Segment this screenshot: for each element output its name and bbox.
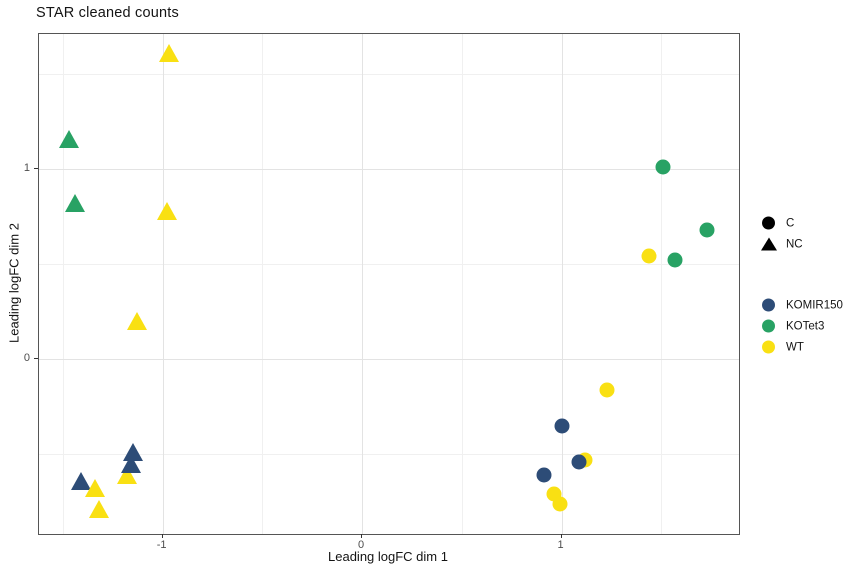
gridline-minor-v — [62, 34, 64, 534]
x-tick-label: 1 — [557, 539, 564, 551]
data-point-kotet3 — [667, 252, 683, 268]
legend-label: KOMIR150 — [786, 299, 843, 311]
legend-symbol-box — [760, 339, 777, 356]
legend-triangle-icon — [760, 237, 777, 251]
y-tick-label: 1 — [23, 161, 30, 174]
color-legend: KOMIR150 KOTet3 WT — [760, 295, 843, 358]
legend-item-nc: NC — [760, 234, 843, 255]
data-point-wt — [552, 496, 567, 512]
data-point-wt — [84, 479, 105, 498]
legend: C NC KOMIR150 KOTet3 WT — [760, 213, 843, 358]
gridline-minor-h — [39, 454, 739, 456]
x-tick — [161, 534, 163, 538]
gridline-major-v — [162, 34, 164, 534]
x-tick — [361, 534, 363, 538]
legend-symbol-box — [760, 318, 777, 335]
data-point-wt — [88, 500, 109, 519]
gridline-major-v — [561, 34, 563, 534]
gridline-minor-v — [262, 34, 264, 534]
gridline-minor-v — [661, 34, 663, 534]
legend-label: C — [786, 217, 795, 229]
legend-symbol-box — [760, 236, 777, 253]
legend-item-wt: WT — [760, 337, 843, 358]
gridline-minor-v — [461, 34, 463, 534]
data-point-kotet3 — [655, 159, 671, 175]
chart-title: STAR cleaned counts — [36, 5, 179, 21]
gridline-minor-h — [39, 73, 739, 75]
shape-legend: C NC — [760, 213, 843, 255]
x-tick-label: -1 — [156, 539, 167, 551]
gridline-major-v — [362, 34, 364, 534]
x-axis-title: Leading logFC dim 1 — [328, 549, 448, 564]
data-point-komir150 — [554, 418, 569, 434]
y-tick-label: 0 — [23, 352, 30, 365]
data-point-kotet3 — [699, 222, 715, 238]
gridline-minor-h — [39, 264, 739, 266]
y-tick — [34, 358, 38, 360]
data-point-wt — [126, 312, 147, 331]
data-point-kotet3 — [58, 129, 79, 148]
plot-panel — [38, 33, 740, 535]
legend-color-swatch — [762, 319, 775, 333]
legend-label: KOTet3 — [786, 320, 825, 332]
y-tick — [34, 167, 38, 169]
y-axis-title: Leading logFC dim 2 — [6, 223, 22, 343]
x-tick-label: 0 — [358, 539, 365, 551]
legend-symbol-box — [760, 215, 777, 232]
data-point-kotet3 — [64, 194, 85, 213]
data-point-wt — [641, 248, 657, 264]
legend-item-komir150: KOMIR150 — [760, 295, 843, 316]
data-point-wt — [156, 201, 177, 220]
legend-label: WT — [786, 341, 804, 353]
legend-item-kotet3: KOTet3 — [760, 316, 843, 337]
legend-label: NC — [786, 238, 803, 250]
legend-symbol-box — [760, 297, 777, 314]
data-point-komir150 — [536, 467, 552, 483]
legend-item-c: C — [760, 213, 843, 234]
data-point-komir150 — [122, 443, 143, 462]
gridline-major-h — [39, 168, 739, 170]
gridline-major-h — [39, 359, 739, 361]
legend-color-swatch — [762, 340, 775, 354]
data-point-wt — [599, 382, 615, 397]
legend-circle-icon — [762, 216, 775, 230]
legend-color-swatch — [762, 298, 775, 312]
x-tick — [560, 534, 562, 538]
data-point-wt — [158, 44, 179, 62]
data-point-komir150 — [571, 454, 587, 470]
